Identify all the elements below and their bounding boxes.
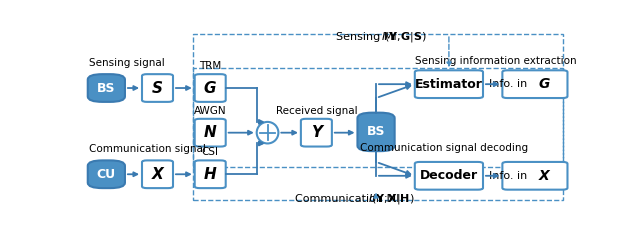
- Text: CU: CU: [97, 168, 116, 181]
- Text: Sensing MI: Sensing MI: [336, 32, 403, 42]
- FancyBboxPatch shape: [358, 113, 395, 151]
- FancyBboxPatch shape: [88, 160, 125, 188]
- FancyBboxPatch shape: [195, 119, 226, 147]
- Text: CSI: CSI: [202, 147, 219, 157]
- Text: Decoder: Decoder: [420, 169, 478, 182]
- Bar: [193, 68, 563, 200]
- Text: Estimator: Estimator: [415, 78, 483, 91]
- Text: Sensing information extraction: Sensing information extraction: [415, 56, 577, 66]
- Text: N: N: [204, 125, 216, 140]
- Text: H: H: [204, 167, 216, 182]
- FancyBboxPatch shape: [502, 162, 568, 190]
- Text: Communication MI: Communication MI: [296, 194, 407, 204]
- Text: G: G: [204, 81, 216, 96]
- FancyBboxPatch shape: [142, 74, 173, 102]
- Ellipse shape: [257, 122, 278, 144]
- Text: BS: BS: [367, 125, 385, 138]
- Text: $\it{I}$($\mathbf{Y}$;$\mathbf{G}$|$\mathbf{S}$): $\it{I}$($\mathbf{Y}$;$\mathbf{G}$|$\mat…: [381, 30, 427, 44]
- FancyBboxPatch shape: [142, 160, 173, 188]
- Text: Communication signal: Communication signal: [90, 144, 206, 154]
- Text: AWGN: AWGN: [194, 106, 227, 116]
- FancyBboxPatch shape: [415, 70, 483, 98]
- FancyBboxPatch shape: [415, 162, 483, 190]
- FancyBboxPatch shape: [502, 70, 568, 98]
- Text: X: X: [152, 167, 163, 182]
- Bar: [193, 34, 563, 167]
- Text: Info. in: Info. in: [489, 79, 531, 89]
- Text: Received signal: Received signal: [276, 106, 357, 116]
- Text: X: X: [538, 169, 549, 183]
- FancyBboxPatch shape: [195, 160, 226, 188]
- FancyBboxPatch shape: [301, 119, 332, 147]
- Text: Communication signal decoding: Communication signal decoding: [360, 144, 528, 154]
- Text: Sensing signal: Sensing signal: [90, 58, 165, 68]
- Text: BS: BS: [97, 82, 116, 95]
- FancyBboxPatch shape: [88, 74, 125, 102]
- Text: S: S: [152, 81, 163, 96]
- FancyBboxPatch shape: [195, 74, 226, 102]
- Text: TRM: TRM: [199, 61, 221, 71]
- Text: Info. in: Info. in: [489, 171, 531, 181]
- Text: Y: Y: [311, 125, 322, 140]
- Text: $\it{I}$($\mathbf{Y}$;$\mathbf{X}$|$\mathbf{H}$): $\it{I}$($\mathbf{Y}$;$\mathbf{X}$|$\mat…: [369, 192, 415, 206]
- Text: G: G: [538, 77, 550, 91]
